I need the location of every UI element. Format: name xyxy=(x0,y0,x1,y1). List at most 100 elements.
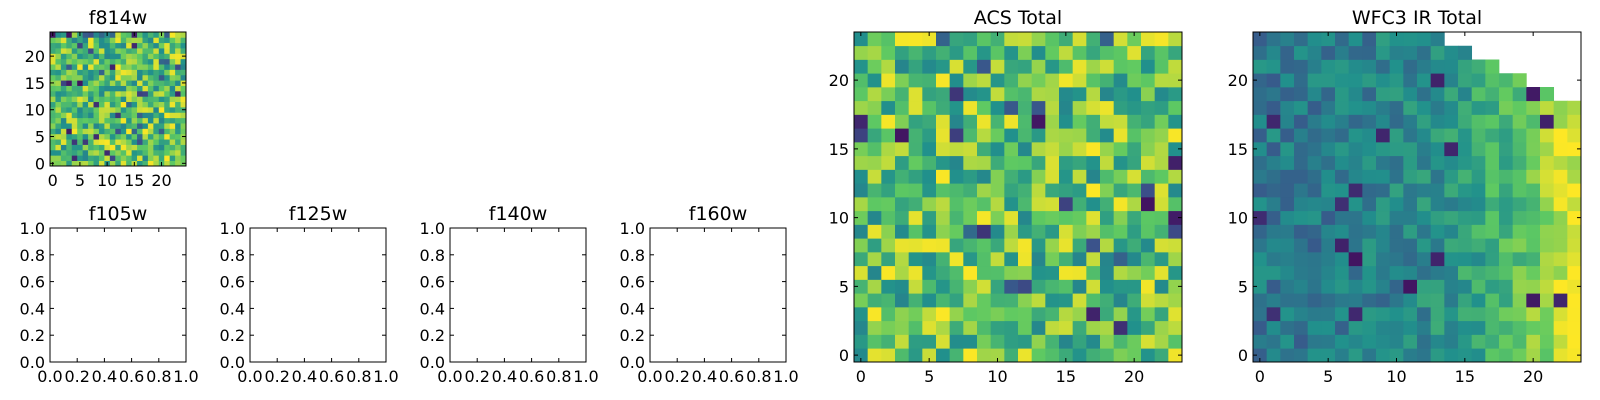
heatmap-cell xyxy=(1430,307,1445,322)
heatmap-cell xyxy=(908,293,923,308)
heatmap-cell xyxy=(180,69,187,76)
heatmap-cell xyxy=(1376,73,1391,88)
heatmap-cell xyxy=(990,238,1005,253)
heatmap-cell xyxy=(109,117,116,124)
heatmap-cell xyxy=(1168,265,1183,280)
heatmap-cell xyxy=(120,74,127,81)
heatmap-cell xyxy=(854,307,869,322)
heatmap-cell xyxy=(93,117,100,124)
heatmap-cell xyxy=(936,265,951,280)
heatmap-cell xyxy=(1113,320,1128,335)
heatmap-cell xyxy=(1485,320,1500,335)
heatmap-cell xyxy=(77,144,83,151)
heatmap-cell xyxy=(1362,142,1377,157)
heatmap-cell xyxy=(93,64,100,70)
heatmap-cell xyxy=(990,334,1005,349)
x-tick-label: 0.4 xyxy=(292,367,317,386)
heatmap-cell xyxy=(180,144,187,151)
heatmap-cell xyxy=(1376,293,1391,308)
heatmap-cell xyxy=(1113,210,1128,225)
heatmap-cell xyxy=(949,279,964,294)
heatmap-cell xyxy=(131,69,138,76)
heatmap-cell xyxy=(169,74,176,81)
heatmap-cell xyxy=(158,53,165,60)
heatmap-cell xyxy=(1100,59,1115,74)
heatmap-cell xyxy=(1113,87,1128,102)
heatmap-cell xyxy=(88,101,94,108)
heatmap-cell xyxy=(120,42,127,49)
heatmap-cell xyxy=(1444,348,1459,363)
heatmap-cell xyxy=(1335,334,1350,349)
heatmap-cell xyxy=(1045,265,1060,280)
x-tick-label: 0 xyxy=(856,367,866,386)
heatmap-cell xyxy=(1567,307,1582,322)
heatmap-cell xyxy=(153,117,160,124)
heatmap-cell xyxy=(1127,32,1142,47)
heatmap-cell xyxy=(71,155,78,161)
heatmap-cell xyxy=(82,64,89,70)
heatmap-cell xyxy=(1417,238,1432,253)
heatmap-cell xyxy=(1348,238,1363,253)
heatmap-cell xyxy=(949,265,964,280)
heatmap-cell xyxy=(1335,128,1350,143)
heatmap-cell xyxy=(1113,155,1128,170)
heatmap-cell xyxy=(1417,73,1432,88)
heatmap-cell xyxy=(1266,169,1281,184)
heatmap-cell xyxy=(990,252,1005,267)
heatmap-cell xyxy=(1553,210,1568,225)
heatmap-cell xyxy=(88,80,94,86)
heatmap-cell xyxy=(1335,45,1350,60)
heatmap-cell xyxy=(60,74,67,81)
heatmap-cell xyxy=(1485,252,1500,267)
heatmap-cell xyxy=(1403,87,1418,102)
heatmap-cell xyxy=(1430,100,1445,115)
heatmap-cell xyxy=(1127,73,1142,88)
heatmap-cell xyxy=(908,279,923,294)
heatmap-cell xyxy=(908,224,923,239)
heatmap-cell xyxy=(1100,320,1115,335)
heatmap-cell xyxy=(153,74,160,81)
heatmap-cell xyxy=(1389,224,1404,239)
heatmap-cell xyxy=(1100,183,1115,198)
heatmap-cell xyxy=(55,144,62,151)
heatmap-cell xyxy=(1100,224,1115,239)
heatmap-cell xyxy=(1154,128,1169,143)
heatmap-cell xyxy=(1499,155,1514,170)
heatmap-cell xyxy=(126,123,132,129)
heatmap-cell xyxy=(1253,238,1268,253)
heatmap-cell xyxy=(1526,197,1541,212)
heatmap-cell xyxy=(1031,100,1046,115)
heatmap-cell xyxy=(1018,155,1033,170)
heatmap-cell xyxy=(60,117,67,124)
heatmap-cell xyxy=(1307,197,1322,212)
heatmap-cell xyxy=(109,42,116,49)
heatmap-cell xyxy=(55,90,62,97)
heatmap-cell xyxy=(93,96,100,103)
heatmap-cell xyxy=(175,133,181,140)
heatmap-cell xyxy=(1512,265,1527,280)
heatmap-cell xyxy=(908,142,923,157)
heatmap-cell xyxy=(104,53,111,60)
heatmap-cell xyxy=(990,59,1005,74)
heatmap-cell xyxy=(963,73,978,88)
heatmap-cell xyxy=(1045,45,1060,60)
heatmap-cell xyxy=(98,58,105,65)
heatmap-cell xyxy=(1018,169,1033,184)
heatmap-cell xyxy=(1321,293,1336,308)
heatmap-cell xyxy=(153,144,160,151)
heatmap-cell xyxy=(153,149,160,156)
heatmap-cell xyxy=(50,90,56,97)
heatmap-cell xyxy=(1540,197,1555,212)
heatmap-cell xyxy=(1444,169,1459,184)
heatmap-cell xyxy=(1266,45,1281,60)
heatmap-cell xyxy=(1045,100,1060,115)
heatmap-cell xyxy=(1553,293,1568,308)
heatmap-cell xyxy=(147,64,154,70)
heatmap-cell xyxy=(1154,73,1169,88)
heatmap-cell xyxy=(1444,183,1459,198)
panel-f125w: f125w 0.0 0.2 0.4 0.6 0.8 1.00.00.20.40.60.81… xyxy=(220,203,399,386)
heatmap-cell xyxy=(1086,224,1101,239)
heatmap-cell xyxy=(153,112,160,119)
heatmap-cell xyxy=(1389,87,1404,102)
heatmap-cell xyxy=(1499,307,1514,322)
